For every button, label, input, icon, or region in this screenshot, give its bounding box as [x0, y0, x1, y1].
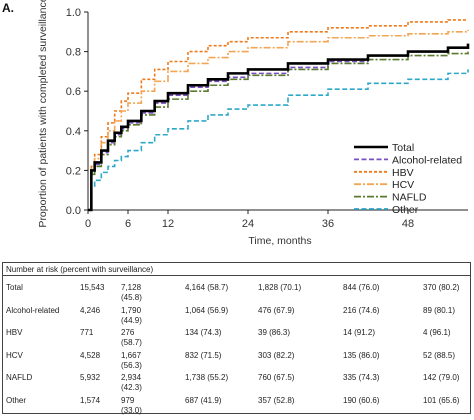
risk-row-label: HBV: [6, 328, 23, 337]
legend-label-other: Other: [392, 204, 419, 216]
risk-cell: 687 (41.9): [185, 395, 222, 405]
x-tick-label: 0: [85, 218, 91, 230]
risk-cell: 1,667 (56.3): [121, 350, 142, 370]
risk-row: Other 1,574 979 (33.0) 687 (41.9) 357 (52.8) 1…: [3, 396, 470, 420]
risk-cell: 134 (74.3): [185, 328, 222, 337]
risk-cell: 771: [80, 328, 94, 337]
risk-row-label: HCV: [6, 350, 23, 360]
legend-label-total: Total: [392, 142, 414, 154]
series-line-hcv: [88, 29, 469, 211]
y-tick-label: 0.8: [66, 47, 81, 59]
risk-row: Total 15,543 7,128 (45.8) 4,164 (58.7) 1,828 …: [3, 283, 470, 307]
risk-cell: 1,064 (56.9): [185, 305, 229, 315]
risk-row: HBV 771 276 (58.7) 134 (74.3) 39 (86.3) 14 (91…: [3, 328, 470, 352]
x-tick-label: 6: [125, 218, 131, 230]
risk-row: HCV 4,528 1,667 (56.3) 832 (71.5) 303 (82.2) 1…: [3, 351, 470, 375]
survival-chart: A. Proportion of patients with completed…: [2, 0, 470, 247]
risk-cell: 303 (82.2): [258, 350, 295, 360]
risk-cell: 15,543: [80, 283, 105, 292]
x-tick-label: 36: [322, 218, 334, 230]
risk-cell: 844 (76.0): [343, 283, 380, 292]
risk-row-label: NAFLD: [6, 373, 33, 382]
legend-label-hcv: HCV: [392, 179, 414, 191]
x-axis-title: Time, months: [248, 235, 311, 247]
y-tick-label: 0.4: [66, 126, 81, 138]
series-line-other: [88, 69, 469, 211]
risk-table-caption: Number at risk (percent with surveillanc…: [6, 265, 154, 274]
risk-cell: 5,932: [80, 373, 101, 382]
panel-label: A.: [2, 1, 14, 15]
legend-label-hbv: HBV: [392, 167, 414, 179]
risk-cell: 357 (52.8): [258, 395, 295, 405]
risk-cell: 4,528: [80, 350, 101, 360]
risk-cell: 89 (80.1): [423, 305, 456, 315]
risk-table-divider: [3, 275, 470, 276]
risk-cell: 4,246: [80, 305, 101, 315]
x-tick-label: 12: [162, 218, 174, 230]
y-tick-label: 0.0: [66, 205, 81, 217]
risk-cell: 7,128 (45.8): [121, 283, 142, 302]
axes: 0.0 0.2 0.4 0.6 0.8 1.0 0 6 12 24 36 48: [66, 7, 468, 230]
risk-cell: 370 (80.2): [423, 283, 460, 292]
risk-cell: 216 (74.6): [343, 305, 380, 315]
series-line-hbv: [88, 19, 468, 211]
risk-cell: 4 (96.1): [423, 328, 451, 337]
legend-label-nafld: NAFLD: [392, 192, 427, 204]
y-tick-label: 1.0: [66, 7, 81, 19]
risk-cell: 1,790 (44.9): [121, 305, 142, 325]
risk-row-label: Other: [6, 395, 27, 405]
risk-cell: 39 (86.3): [258, 328, 291, 337]
risk-row: NAFLD 5,932 2,934 (42.3) 1,738 (55.2) 760 (67…: [3, 373, 470, 397]
risk-row-label: Total: [6, 283, 23, 292]
risk-cell: 979 (33.0): [121, 395, 142, 415]
risk-cell: 135 (86.0): [343, 350, 380, 360]
number-at-risk-table: Number at risk (percent with surveillanc…: [2, 262, 471, 415]
risk-cell: 101 (65.6): [423, 395, 460, 405]
risk-cell: 335 (74.3): [343, 373, 380, 382]
risk-cell: 276 (58.7): [121, 328, 142, 347]
risk-row: Alcohol-related 4,246 1,790 (44.9) 1,064 (56…: [3, 306, 470, 330]
risk-cell: 52 (88.5): [423, 350, 456, 360]
y-tick-label: 0.6: [66, 86, 81, 98]
x-tick-label: 24: [242, 218, 254, 230]
risk-row-label: Alcohol-related: [6, 305, 60, 315]
risk-cell: 1,574: [80, 395, 101, 405]
legend-label-alcohol: Alcohol-related: [392, 154, 462, 166]
risk-cell: 832 (71.5): [185, 350, 222, 360]
risk-cell: 14 (91.2): [343, 328, 376, 337]
risk-cell: 190 (60.6): [343, 395, 380, 405]
risk-cell: 4,164 (58.7): [185, 283, 229, 292]
risk-cell: 1,828 (70.1): [258, 283, 302, 292]
y-axis-title: Proportion of patients with completed su…: [37, 0, 49, 228]
series-line-total: [88, 43, 470, 212]
risk-cell: 476 (67.9): [258, 305, 295, 315]
risk-cell: 2,934 (42.3): [121, 373, 142, 392]
risk-cell: 1,738 (55.2): [185, 373, 229, 382]
y-tick-label: 0.2: [66, 165, 81, 177]
series-lines: [88, 19, 470, 212]
x-tick-label: 48: [402, 218, 414, 230]
risk-cell: 142 (79.0): [423, 373, 460, 382]
risk-cell: 760 (67.5): [258, 373, 295, 382]
